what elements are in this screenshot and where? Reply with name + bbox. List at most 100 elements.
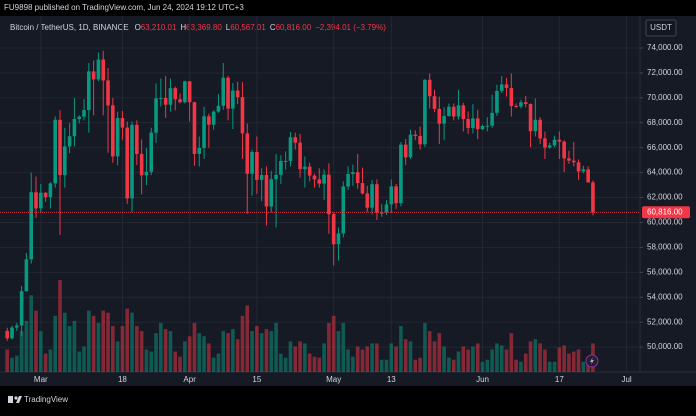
candle-body [394, 186, 398, 204]
volume-bar [279, 353, 283, 372]
candle-body [111, 105, 115, 157]
volume-bar [77, 351, 82, 372]
candle-body [461, 105, 466, 120]
candle-body [91, 71, 96, 80]
volume-bar [283, 357, 288, 372]
y-tick-label: 72,000.00 [647, 68, 683, 77]
candle-body [447, 106, 451, 117]
volume-bar [298, 341, 302, 372]
candle-body [298, 142, 302, 170]
volume-bar [586, 361, 590, 372]
candle-body [130, 124, 134, 199]
volume-bar [327, 322, 331, 372]
candle-body [293, 137, 298, 143]
candle-body [571, 160, 576, 163]
x-tick-label: Mar [34, 375, 48, 384]
candle-body [547, 145, 552, 148]
volume-bar [423, 322, 427, 372]
candle-body [72, 119, 77, 137]
candle-body [456, 105, 461, 117]
volume-bar [384, 359, 389, 372]
volume-bar [341, 322, 346, 372]
candle-body [43, 192, 48, 198]
footer: TradingView [24, 395, 68, 404]
volume-bar [125, 308, 130, 372]
candle-body [413, 134, 418, 136]
logo-mark [16, 396, 22, 403]
candle-layer [5, 50, 595, 341]
volume-bar [39, 331, 43, 372]
legend: Bitcoin / TetherUS, 1D, BINANCE O 63,210.… [10, 23, 386, 32]
last-price-label: 60,816.00 [647, 207, 683, 216]
event-icon-bolt [589, 357, 594, 365]
candle-body [567, 158, 571, 161]
volume-bar [331, 315, 336, 372]
candle-body [187, 81, 192, 103]
candle-body [197, 147, 202, 154]
volume-bar [245, 305, 250, 372]
volume-bar [264, 329, 269, 372]
candle-body [63, 146, 67, 176]
volume-bar [571, 351, 576, 372]
candle-body [34, 192, 38, 209]
price-axis-background [640, 16, 696, 386]
candle-body [240, 97, 245, 134]
candle-body [192, 102, 197, 154]
grid [0, 16, 640, 372]
volume-bar [269, 331, 274, 372]
candle-body [154, 98, 158, 133]
legend-key: C [270, 23, 276, 32]
candle-body [586, 169, 590, 183]
volume-bar [581, 361, 586, 372]
volume-bar [389, 343, 394, 372]
currency: USDT [650, 23, 672, 32]
volume-bar [562, 345, 566, 372]
volume-bar [485, 359, 490, 372]
volume-bar [370, 343, 374, 372]
candle-body [509, 88, 514, 106]
candle-body [29, 192, 34, 260]
volume-bar [293, 346, 298, 372]
volume-bar [408, 341, 413, 372]
y-tick-label: 56,000.00 [647, 267, 683, 276]
volume-bar [375, 343, 379, 372]
volume-bar [288, 341, 293, 372]
candle-body [360, 183, 365, 194]
candle-body [135, 124, 139, 154]
candle-body [67, 136, 72, 147]
volume-bar [192, 322, 197, 372]
legend-value: 60,567.01 [230, 23, 266, 32]
candle-body [341, 186, 346, 234]
candle-body [288, 137, 293, 161]
candle-body [384, 204, 389, 213]
volume-bar [504, 349, 509, 372]
candle-body [211, 111, 216, 125]
candle-body [408, 134, 413, 158]
y-tick-label: 52,000.00 [647, 317, 683, 326]
y-tick-label: 66,000.00 [647, 143, 683, 152]
volume-bar [303, 343, 307, 372]
candle-body [495, 90, 499, 113]
volume-bar [499, 345, 504, 372]
volume-bar [87, 310, 91, 372]
volume-bar [24, 320, 29, 372]
symbol: Bitcoin / TetherUS, 1D, BINANCE [10, 23, 129, 32]
y-tick-label: 54,000.00 [647, 292, 683, 301]
candle-body [168, 88, 173, 105]
candle-body [427, 79, 432, 97]
candle-body [528, 103, 533, 132]
x-tick-label: 17 [555, 375, 564, 384]
candle-body [5, 330, 10, 339]
volume-bar [528, 341, 533, 372]
volume-bar [19, 331, 24, 372]
candle-body [87, 71, 91, 111]
y-tick-label: 50,000.00 [647, 342, 683, 351]
candle-body [216, 105, 221, 112]
volume-bar [533, 339, 538, 372]
candle-body [471, 118, 475, 129]
last-price-box [642, 206, 690, 219]
candle-body [250, 151, 254, 174]
y-tick-label: 58,000.00 [647, 243, 683, 252]
volume-bar [432, 341, 437, 372]
volume-bar [519, 361, 523, 372]
